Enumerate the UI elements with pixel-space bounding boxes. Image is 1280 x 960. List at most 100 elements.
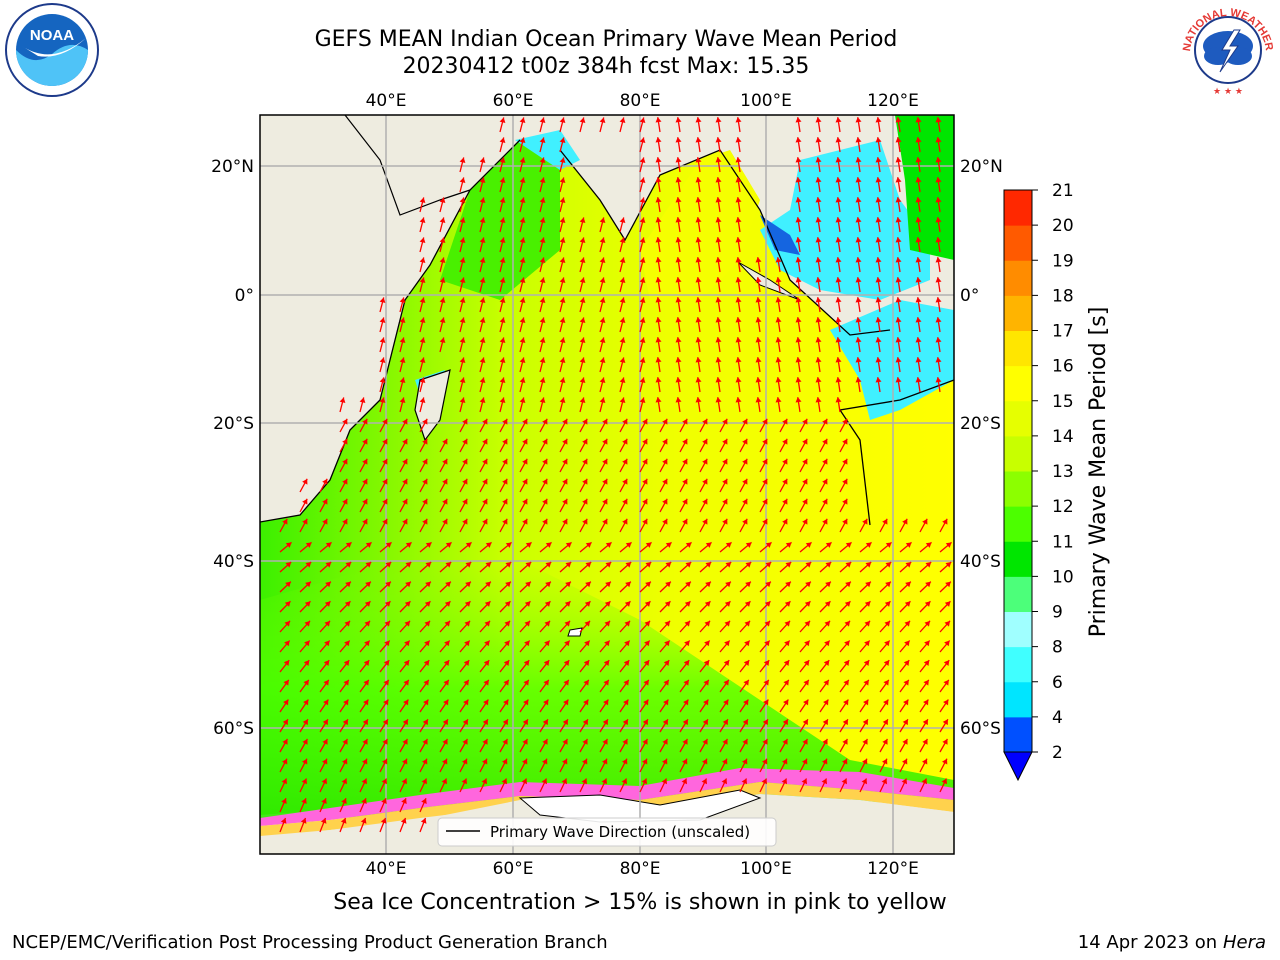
wave-arrow-head <box>655 337 662 343</box>
wave-arrow-head <box>684 620 691 627</box>
wave-arrow-head <box>459 297 466 304</box>
wave-arrow-head <box>785 542 792 548</box>
wave-arrow-head <box>945 581 951 588</box>
wave-arrow-head <box>762 458 768 465</box>
wave-arrow-head <box>379 397 386 404</box>
wave-arrow-head <box>945 542 952 548</box>
wave-arrow-head <box>842 719 848 726</box>
wave-arrow-head <box>895 137 902 143</box>
wave-arrow-head <box>301 758 308 765</box>
wave-arrow-head <box>579 377 586 384</box>
wave-arrow-head <box>303 660 310 666</box>
wave-arrow-head <box>702 498 708 505</box>
wave-arrow-head <box>844 620 851 627</box>
wave-arrow-head <box>895 117 902 123</box>
wave-arrow-head <box>682 438 688 445</box>
wave-arrow-head <box>943 679 949 686</box>
wave-arrow-head <box>863 660 870 666</box>
wave-arrow-head <box>585 562 592 568</box>
wave-arrow-head <box>382 418 388 425</box>
wave-arrow-head <box>683 660 690 666</box>
wave-arrow-head <box>641 778 648 785</box>
wave-arrow-head <box>925 542 932 548</box>
wave-arrow-head <box>284 601 291 607</box>
wave-arrow-head <box>499 237 506 244</box>
wave-arrow-head <box>423 699 429 706</box>
wave-arrow-head <box>805 542 812 548</box>
wave-arrow-head <box>702 518 708 525</box>
wave-arrow-head <box>545 542 552 548</box>
chart-title: GEFS MEAN Indian Ocean Primary Wave Mean… <box>314 27 898 52</box>
wave-arrow-head <box>379 377 386 384</box>
wave-arrow-head <box>935 357 942 363</box>
wave-arrow-head <box>504 601 511 607</box>
wave-arrow-head <box>795 397 802 403</box>
wave-arrow-head <box>701 778 708 785</box>
wave-arrow-head <box>519 137 526 144</box>
wave-arrow-head <box>875 117 882 123</box>
wave-arrow-head <box>619 237 626 244</box>
wave-arrow-head <box>284 620 291 627</box>
wave-arrow-head <box>579 297 586 304</box>
wave-arrow-head <box>499 377 506 384</box>
wave-arrow-head <box>404 620 411 627</box>
wave-arrow-head <box>682 458 688 465</box>
wave-arrow-head <box>675 317 682 323</box>
wave-arrow-head <box>341 798 347 805</box>
wave-arrow-head <box>662 418 668 425</box>
wave-arrow-head <box>519 117 526 124</box>
wave-arrow-head <box>623 679 629 686</box>
wave-arrow-head <box>695 197 702 203</box>
wave-arrow-head <box>895 237 902 243</box>
wave-arrow-head <box>542 719 548 726</box>
wave-arrow-head <box>655 357 662 363</box>
wave-arrow-head <box>419 277 426 284</box>
wave-arrow-head <box>563 699 569 706</box>
wave-arrow-head <box>384 640 390 647</box>
wave-arrow-head <box>583 699 589 706</box>
wave-arrow-head <box>861 758 868 765</box>
wave-arrow-head <box>822 438 828 445</box>
lon-tick-top: 40°E <box>366 91 407 111</box>
wave-arrow-head <box>682 518 688 525</box>
wave-arrow-head <box>399 397 406 404</box>
wave-arrow-head <box>915 157 922 163</box>
colorbar-tick-label: 6 <box>1052 673 1063 693</box>
legend-label: Primary Wave Direction (unscaled) <box>490 823 750 841</box>
wave-arrow-head <box>725 562 732 568</box>
wave-arrow-head <box>865 542 872 548</box>
wave-arrow-head <box>505 581 511 588</box>
wave-arrow-head <box>915 177 922 183</box>
lat-tick-right: 20°N <box>960 157 1003 177</box>
wave-arrow-head <box>422 478 428 485</box>
wave-arrow-head <box>545 581 551 588</box>
lat-tick-left: 60°S <box>213 719 254 739</box>
colorbar-tick-label: 18 <box>1052 286 1074 306</box>
wave-arrow-head <box>403 679 409 686</box>
wave-arrow-head <box>602 518 608 525</box>
lon-tick-bottom: 60°E <box>493 859 534 879</box>
wave-arrow-head <box>745 581 751 588</box>
wave-arrow-head <box>855 337 862 343</box>
wave-arrow-head <box>895 177 902 183</box>
map-legend: Primary Wave Direction (unscaled) <box>437 817 777 847</box>
wave-arrow-head <box>721 778 728 785</box>
wave-arrow-head <box>722 719 728 726</box>
wave-arrow-head <box>803 699 809 706</box>
wave-arrow-head <box>404 640 410 647</box>
wave-arrow-head <box>824 620 831 627</box>
wave-arrow-head <box>644 620 651 627</box>
colorbar-tick-label: 9 <box>1052 603 1063 623</box>
wave-arrow-head <box>641 758 648 765</box>
wave-arrow-head <box>835 377 842 383</box>
wave-arrow-head <box>445 542 452 548</box>
wave-arrow-head <box>419 337 426 344</box>
wave-arrow-head <box>795 237 802 243</box>
wave-arrow-head <box>382 738 388 745</box>
wave-arrow-head <box>742 418 748 425</box>
wave-arrow-head <box>382 478 388 485</box>
wave-arrow-head <box>543 660 550 666</box>
wave-arrow-head <box>725 581 731 588</box>
wave-arrow-head <box>542 518 548 525</box>
wave-arrow-head <box>665 581 671 588</box>
